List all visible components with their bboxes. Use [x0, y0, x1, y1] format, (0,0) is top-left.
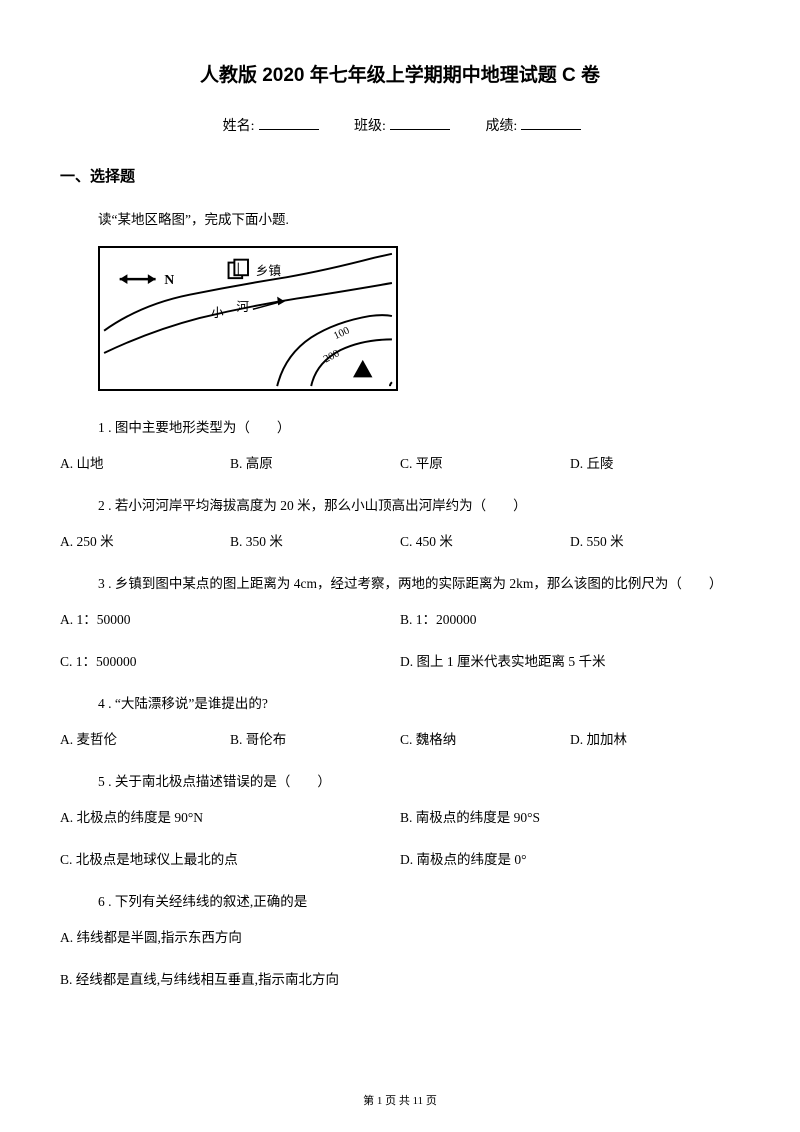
q1-opt-a: A. 山地	[60, 452, 230, 472]
q2-opt-d: D. 550 米	[570, 530, 740, 550]
river-label-2: 河	[236, 300, 249, 314]
name-blank	[259, 129, 319, 130]
q4-opt-d: D. 加加林	[570, 728, 740, 748]
q3-opt-a: A. 1：50000	[60, 608, 400, 628]
q5-opt-c: C. 北极点是地球仪上最北的点	[60, 848, 400, 868]
map-figure: N 小 河 乡镇 100 200	[98, 246, 398, 391]
river-label-1: 小	[211, 306, 224, 320]
q2-opt-b: B. 350 米	[230, 530, 400, 550]
town-label: 乡镇	[256, 264, 282, 278]
q6-options: A. 纬线都是半圆,指示东西方向 B. 经线都是直线,与纬线相互垂直,指示南北方…	[60, 926, 740, 988]
page-title: 人教版 2020 年七年级上学期期中地理试题 C 卷	[60, 60, 740, 87]
q4-options: A. 麦哲伦 B. 哥伦布 C. 魏格纳 D. 加加林	[60, 728, 740, 748]
student-info-row: 姓名: 班级: 成绩:	[60, 115, 740, 135]
q5-text: 5 . 关于南北极点描述错误的是（ ）	[98, 770, 740, 790]
page-footer: 第 1 页 共 11 页	[0, 1092, 800, 1108]
q5-options: A. 北极点的纬度是 90°N B. 南极点的纬度是 90°S C. 北极点是地…	[60, 806, 740, 868]
q2-text: 2 . 若小河河岸平均海拔高度为 20 米，那么小山顶高出河岸约为（ ）	[98, 494, 740, 514]
q1-opt-d: D. 丘陵	[570, 452, 740, 472]
score-blank	[521, 129, 581, 130]
section-header: 一、选择题	[60, 165, 740, 186]
q5-opt-d: D. 南极点的纬度是 0°	[400, 848, 740, 868]
q1-options: A. 山地 B. 高原 C. 平原 D. 丘陵	[60, 452, 740, 472]
q4-opt-a: A. 麦哲伦	[60, 728, 230, 748]
q4-opt-c: C. 魏格纳	[400, 728, 570, 748]
class-label: 班级:	[354, 119, 386, 134]
name-label: 姓名:	[223, 119, 255, 134]
instruction-text: 读“某地区略图”，完成下面小题.	[98, 208, 740, 228]
contour-100-label: 100	[332, 324, 352, 342]
q6-opt-a: A. 纬线都是半圆,指示东西方向	[60, 926, 740, 946]
north-label: N	[164, 272, 174, 287]
score-label: 成绩:	[485, 119, 517, 134]
q1-opt-b: B. 高原	[230, 452, 400, 472]
q3-text: 3 . 乡镇到图中某点的图上距离为 4cm，经过考察，两地的实际距离为 2km，…	[98, 572, 740, 592]
q2-opt-a: A. 250 米	[60, 530, 230, 550]
q6-text: 6 . 下列有关经纬线的叙述,正确的是	[98, 890, 740, 910]
q4-text: 4 . “大陆漂移说”是谁提出的?	[98, 692, 740, 712]
q5-opt-a: A. 北极点的纬度是 90°N	[60, 806, 400, 826]
q3-opt-b: B. 1：200000	[400, 608, 740, 628]
q1-text: 1 . 图中主要地形类型为（ ）	[98, 416, 740, 436]
q5-opt-b: B. 南极点的纬度是 90°S	[400, 806, 740, 826]
q3-opt-d: D. 图上 1 厘米代表实地距离 5 千米	[400, 650, 740, 670]
q1-opt-c: C. 平原	[400, 452, 570, 472]
q3-options: A. 1：50000 B. 1：200000 C. 1：500000 D. 图上…	[60, 608, 740, 670]
class-blank	[390, 129, 450, 130]
q2-opt-c: C. 450 米	[400, 530, 570, 550]
q6-opt-b: B. 经线都是直线,与纬线相互垂直,指示南北方向	[60, 968, 740, 988]
q2-options: A. 250 米 B. 350 米 C. 450 米 D. 550 米	[60, 530, 740, 550]
q4-opt-b: B. 哥伦布	[230, 728, 400, 748]
q3-opt-c: C. 1：500000	[60, 650, 400, 670]
